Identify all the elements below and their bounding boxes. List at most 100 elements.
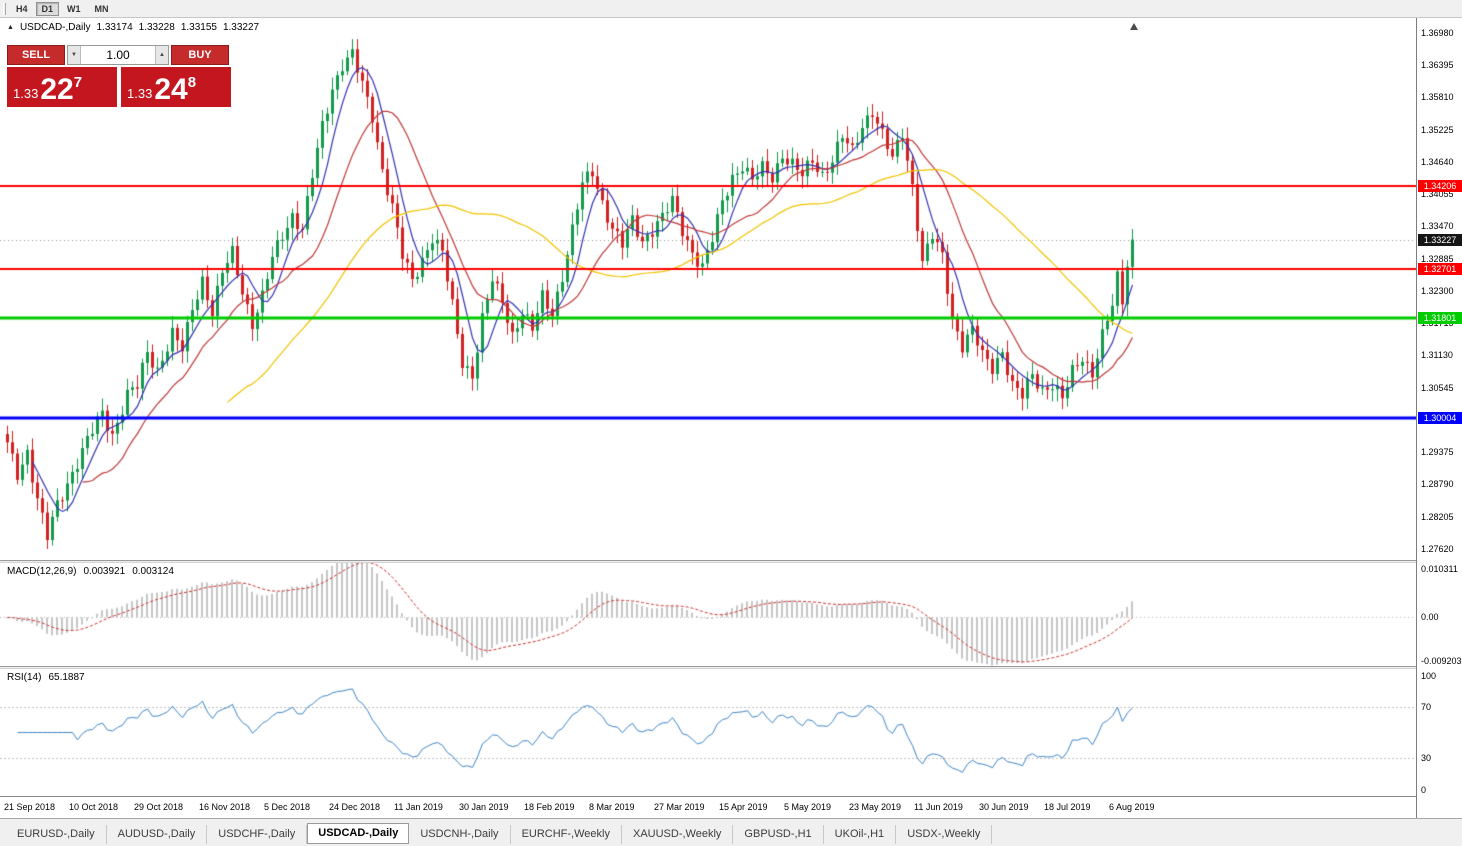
rsi-pane-canvas[interactable]: [0, 669, 1416, 796]
chart-tab-gbpusd-h1[interactable]: GBPUSD-,H1: [733, 825, 824, 844]
volume-value[interactable]: 1.00: [106, 48, 130, 62]
date-label: 8 Mar 2019: [589, 802, 635, 812]
price-axis-label: 1.36980: [1421, 27, 1454, 38]
price-axis-label: 1.29375: [1421, 447, 1454, 458]
price-axis-label: 1.28205: [1421, 511, 1454, 522]
macd-axis-zero: 0.00: [1421, 612, 1439, 623]
date-label: 18 Jul 2019: [1044, 802, 1091, 812]
timeframe-buttons: H4 D1 W1 MN: [10, 1, 115, 16]
ohlc-open: 1.33174: [96, 22, 133, 33]
sell-price-prefix: 1.33: [13, 86, 39, 101]
chart-window: ▲ USDCAD-,Daily 1.33174 1.33228 1.33155 …: [0, 18, 1462, 818]
level-price-badge: 1.30004: [1418, 411, 1462, 424]
rsi-axis-label: 0: [1421, 785, 1427, 795]
pane-splitter[interactable]: [0, 560, 1462, 563]
volume-decrease-button[interactable]: ▼: [68, 46, 81, 64]
date-label: 29 Oct 2018: [134, 802, 184, 812]
macd-indicator-label: MACD(12,26,9) 0.003921 0.003124: [7, 566, 174, 577]
date-label: 30 Jan 2019: [459, 802, 509, 812]
buy-button[interactable]: BUY: [171, 45, 229, 65]
chart-ohlc-line: ▲ USDCAD-,Daily 1.33174 1.33228 1.33155 …: [7, 22, 259, 33]
buy-price-big: 24: [154, 73, 188, 106]
timeframe-button-w1[interactable]: W1: [67, 3, 81, 14]
ohlc-low: 1.33155: [180, 22, 217, 33]
sell-price-big: 22: [40, 73, 74, 106]
date-label: 23 May 2019: [849, 802, 902, 812]
timeframe-button-d1[interactable]: D1: [35, 1, 60, 16]
buy-price-prefix: 1.33: [127, 86, 153, 101]
ohlc-close: 1.33227: [222, 22, 260, 33]
date-label: 10 Oct 2018: [69, 802, 119, 812]
macd-axis-max: 0.010311: [1421, 564, 1458, 574]
chart-tab-usdcad-daily[interactable]: USDCAD-,Daily: [307, 823, 410, 844]
price-axis-label: 1.31130: [1421, 350, 1453, 361]
chart-tab-ukoil-h1[interactable]: UKOil-,H1: [824, 825, 897, 844]
chart-tab-usdx-weekly[interactable]: USDX-,Weekly: [896, 825, 993, 844]
price-axis-label: 1.35225: [1421, 124, 1454, 135]
timeframe-toolbar: H4 D1 W1 MN: [0, 0, 1462, 18]
price-axis-label: 1.36395: [1421, 60, 1454, 71]
price-axis[interactable]: 1.36980 1.36395 1.35810 1.35225 1.34640 1.340…: [1416, 18, 1462, 818]
price-axis-label: 1.30545: [1421, 382, 1454, 393]
price-axis-label: 1.27620: [1421, 543, 1454, 554]
price-axis-label: 1.34640: [1421, 156, 1454, 167]
macd-signal: 0.003124: [132, 566, 174, 577]
ohlc-high: 1.33228: [138, 22, 175, 33]
date-label: 30 Jun 2019: [979, 802, 1029, 812]
chart-tabs-bar: EURUSD-,Daily AUDUSD-,Daily USDCHF-,Daily U…: [0, 818, 1462, 846]
date-label: 5 May 2019: [784, 802, 832, 812]
rsi-value: 65.1887: [48, 672, 85, 683]
macd-pane-canvas[interactable]: [0, 563, 1416, 666]
chart-tab-usdchf-daily[interactable]: USDCHF-,Daily: [207, 825, 308, 844]
time-axis[interactable]: 21 Sep 2018 10 Oct 2018 29 Oct 2018 16 Nov …: [0, 796, 1416, 818]
one-click-trading-panel: SELL ▼ 1.00 ▲ BUY 1.33 22 7 1.33 24 8: [7, 45, 231, 107]
rsi-axis-label: 100: [1421, 671, 1437, 681]
chart-icon: ▲: [7, 24, 14, 31]
date-label: 27 Mar 2019: [654, 802, 705, 812]
sell-price-display[interactable]: 1.33 22 7: [7, 67, 117, 107]
pane-splitter[interactable]: [0, 666, 1462, 669]
price-chart-canvas[interactable]: [0, 18, 1416, 560]
price-axis-label: 1.34055: [1421, 189, 1454, 200]
date-label: 11 Jun 2019: [914, 802, 963, 812]
chart-tab-eurchf-weekly[interactable]: EURCHF-,Weekly: [511, 825, 622, 844]
trade-panel-buttons-row: SELL ▼ 1.00 ▲ BUY: [7, 45, 231, 65]
macd-name: MACD(12,26,9): [7, 566, 77, 577]
price-axis-label: 1.32300: [1421, 285, 1454, 296]
buy-price-display[interactable]: 1.33 24 8: [121, 67, 231, 107]
date-label: 11 Jan 2019: [394, 802, 443, 812]
sell-button[interactable]: SELL: [7, 45, 65, 65]
macd-value: 0.003921: [83, 566, 126, 577]
level-price-badge: 1.34206: [1418, 179, 1462, 192]
current-price-badge: 1.33227: [1418, 233, 1462, 246]
buy-price-pip: 8: [187, 74, 197, 91]
date-label: 5 Dec 2018: [264, 802, 311, 812]
date-label: 24 Dec 2018: [329, 802, 381, 812]
date-label: 16 Nov 2018: [199, 802, 251, 812]
volume-increase-button[interactable]: ▲: [155, 46, 168, 64]
level-price-badge: 1.31801: [1418, 312, 1462, 325]
price-axis-label: 1.35810: [1421, 92, 1454, 103]
price-axis-label: 1.33470: [1421, 221, 1454, 232]
sell-price-pip: 7: [73, 74, 83, 91]
timeframe-button-h4[interactable]: H4: [16, 3, 28, 14]
rsi-axis-label: 70: [1421, 702, 1432, 713]
chart-tab-audusd-daily[interactable]: AUDUSD-,Daily: [107, 825, 208, 844]
trade-panel-price-row: 1.33 22 7 1.33 24 8: [7, 67, 231, 107]
price-axis-label: 1.28790: [1421, 479, 1454, 490]
chart-shift-marker-icon[interactable]: [1130, 23, 1138, 30]
price-axis-label: 1.32885: [1421, 253, 1454, 264]
chart-tab-usdcnh-daily[interactable]: USDCNH-,Daily: [409, 825, 511, 844]
date-label: 6 Aug 2019: [1109, 802, 1155, 812]
timeframe-button-mn[interactable]: MN: [94, 3, 109, 14]
date-label: 18 Feb 2019: [524, 802, 575, 812]
toolbar-grip[interactable]: [3, 2, 6, 15]
chart-tab-eurusd-daily[interactable]: EURUSD-,Daily: [6, 825, 107, 844]
date-label: 21 Sep 2018: [4, 802, 56, 812]
chart-tab-xauusd-weekly[interactable]: XAUUSD-,Weekly: [622, 825, 734, 844]
rsi-axis-label: 30: [1421, 752, 1432, 763]
date-label: 15 Apr 2019: [719, 802, 768, 812]
rsi-name: RSI(14): [7, 672, 42, 683]
volume-input[interactable]: ▼ 1.00 ▲: [67, 45, 169, 65]
